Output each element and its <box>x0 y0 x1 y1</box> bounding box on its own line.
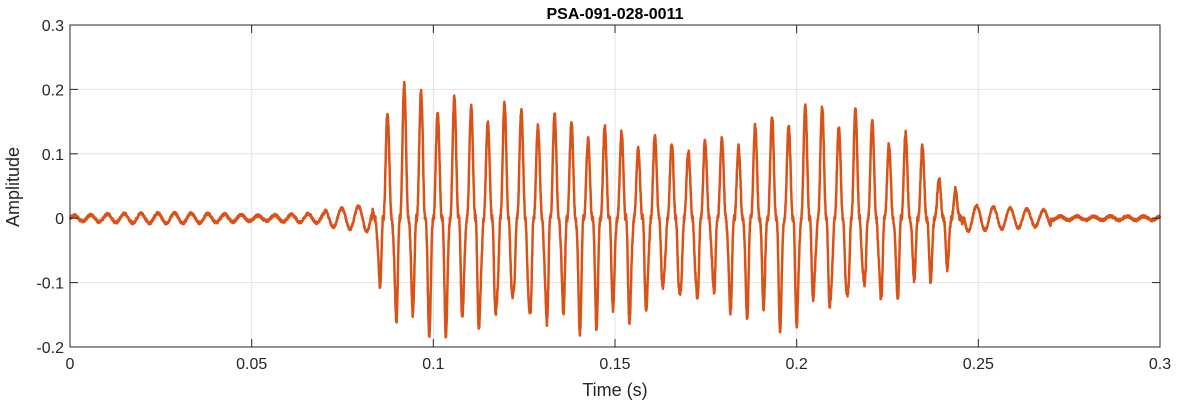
x-axis: 0 0.05 0.1 0.15 0.2 0.25 0.3 <box>66 25 1171 373</box>
y-tick-label: 0.1 <box>42 147 64 164</box>
x-tick-label: 0 <box>66 356 75 373</box>
x-tick-label: 0.1 <box>422 356 444 373</box>
x-tick-label: 0.25 <box>963 356 994 373</box>
y-axis: -0.2 -0.1 0 0.1 0.2 0.3 <box>36 18 1160 357</box>
y-tick-label: -0.2 <box>36 340 64 357</box>
x-tick-label: 0.05 <box>236 356 267 373</box>
y-tick-label: 0 <box>55 211 64 228</box>
x-tick-label: 0.3 <box>1149 356 1171 373</box>
y-tick-label: 0.2 <box>42 82 64 99</box>
x-axis-label: Time (s) <box>582 380 647 400</box>
x-tick-label: 0.15 <box>599 356 630 373</box>
signal-line <box>68 80 1162 339</box>
x-tick-label: 0.2 <box>786 356 808 373</box>
plot-area <box>68 80 1162 339</box>
y-axis-label: Amplitude <box>3 147 23 227</box>
y-tick-label: 0.3 <box>42 18 64 35</box>
chart-title: PSA-091-028-0011 <box>547 6 684 23</box>
y-tick-label: -0.1 <box>36 276 64 293</box>
